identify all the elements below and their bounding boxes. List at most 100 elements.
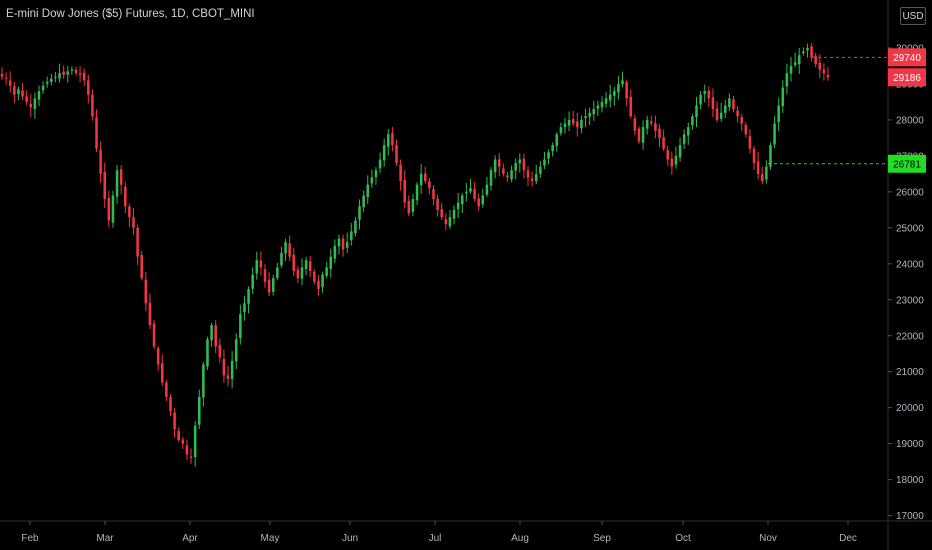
candle-body bbox=[715, 108, 719, 120]
candle-body bbox=[308, 261, 312, 272]
candle-body bbox=[13, 86, 16, 95]
candle-body bbox=[185, 445, 189, 455]
candle-body bbox=[514, 163, 517, 171]
candle-body bbox=[415, 184, 419, 201]
candle-body bbox=[304, 260, 308, 270]
price-label: 26781 bbox=[893, 159, 921, 170]
candle-body bbox=[136, 227, 139, 257]
candle-body bbox=[148, 302, 152, 325]
x-tick-label: May bbox=[261, 533, 280, 544]
candle-body bbox=[814, 56, 817, 65]
candle-body bbox=[732, 99, 735, 110]
candle-body bbox=[8, 80, 12, 86]
candle-body bbox=[613, 91, 616, 96]
candle-body bbox=[50, 78, 53, 82]
candle-body bbox=[703, 91, 706, 94]
x-tick-label: Sep bbox=[593, 533, 611, 544]
candle-body bbox=[436, 198, 439, 210]
candle-body bbox=[497, 159, 501, 167]
candle-body bbox=[510, 170, 513, 180]
candle-body bbox=[785, 73, 789, 87]
candle-body bbox=[600, 101, 604, 108]
candle-body bbox=[588, 112, 591, 117]
candle-body bbox=[506, 175, 509, 178]
candle-body bbox=[687, 127, 690, 136]
candle-body bbox=[403, 179, 407, 203]
candle-body bbox=[584, 116, 587, 119]
candle-body bbox=[723, 105, 727, 113]
candle-body bbox=[428, 181, 431, 189]
x-tick-label: Feb bbox=[21, 533, 39, 544]
currency-badge[interactable]: USD bbox=[900, 7, 926, 25]
candle-body bbox=[423, 173, 427, 182]
candle-body bbox=[189, 456, 193, 459]
candle-body bbox=[95, 117, 98, 149]
candle-body bbox=[173, 412, 176, 430]
candle-body bbox=[465, 191, 468, 194]
candle-body bbox=[650, 121, 653, 124]
candle-body bbox=[797, 55, 801, 65]
candle-body bbox=[691, 116, 694, 126]
candle-body bbox=[169, 396, 172, 412]
price-label-box bbox=[888, 68, 926, 87]
candle-body bbox=[325, 267, 328, 276]
candle-body bbox=[255, 260, 259, 274]
candle-body bbox=[576, 121, 579, 128]
candle-body bbox=[29, 103, 33, 108]
candle-body bbox=[489, 170, 493, 186]
candle-body bbox=[284, 242, 287, 254]
candle-body bbox=[0, 73, 4, 77]
y-tick-label: 24000 bbox=[896, 259, 924, 270]
candle-body bbox=[99, 149, 102, 174]
candle-body bbox=[617, 83, 620, 93]
candle-body bbox=[222, 358, 226, 376]
candle-body bbox=[773, 123, 776, 145]
y-tick-label: 22000 bbox=[896, 331, 924, 342]
candle-body bbox=[448, 217, 452, 227]
candle-body bbox=[197, 396, 201, 425]
candle-body bbox=[534, 173, 538, 182]
candle-body bbox=[522, 158, 526, 171]
candle-body bbox=[82, 72, 86, 81]
candle-body bbox=[271, 278, 275, 292]
candle-body bbox=[317, 280, 320, 289]
x-tick-label: Aug bbox=[511, 533, 529, 544]
candle-body bbox=[678, 145, 682, 158]
candle-body bbox=[206, 339, 209, 367]
candle-body bbox=[119, 169, 123, 185]
y-tick-label: 25000 bbox=[896, 223, 924, 234]
candle-body bbox=[21, 90, 24, 97]
candle-body bbox=[62, 71, 65, 75]
candle-body bbox=[300, 267, 304, 279]
candle-body bbox=[543, 159, 546, 166]
candle-body bbox=[202, 364, 205, 398]
candle-body bbox=[641, 127, 645, 143]
candle-body bbox=[210, 324, 213, 341]
candle-body bbox=[789, 65, 793, 74]
x-tick-label: Apr bbox=[182, 533, 198, 544]
x-tick-label: Oct bbox=[675, 533, 691, 544]
price-label: 29740 bbox=[893, 53, 921, 64]
candle-body bbox=[160, 363, 164, 383]
y-tick-label: 20000 bbox=[896, 403, 924, 414]
candle-body bbox=[485, 184, 489, 195]
candle-body bbox=[699, 94, 702, 105]
candle-body bbox=[781, 87, 785, 107]
candle-body bbox=[765, 166, 768, 180]
candle-body bbox=[530, 178, 534, 182]
y-tick-label: 19000 bbox=[896, 439, 924, 450]
candle-body bbox=[547, 152, 550, 159]
candle-body bbox=[234, 339, 238, 362]
candle-body bbox=[87, 80, 90, 95]
price-label: 29186 bbox=[893, 73, 921, 84]
candle-body bbox=[752, 148, 756, 164]
candle-body bbox=[559, 127, 563, 134]
candle-body bbox=[411, 199, 415, 212]
candle-body bbox=[25, 96, 28, 102]
candle-body bbox=[259, 260, 263, 268]
y-tick-label: 23000 bbox=[896, 295, 924, 306]
candle-body bbox=[592, 109, 596, 115]
candle-body bbox=[806, 47, 809, 51]
